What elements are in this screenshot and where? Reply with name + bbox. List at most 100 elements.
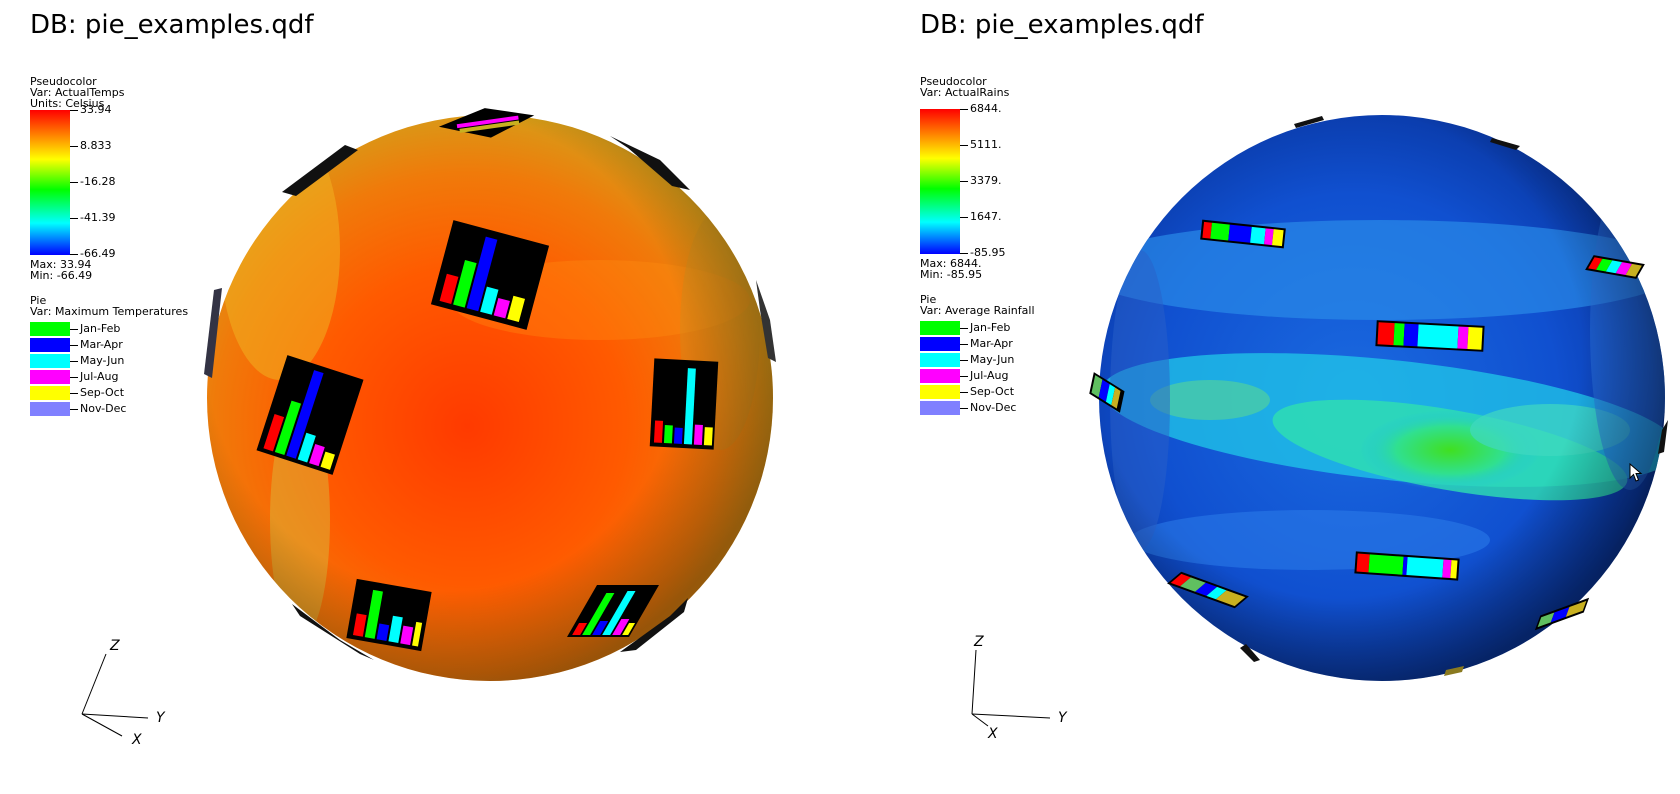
y-axis-label: Y bbox=[156, 710, 166, 726]
edge-glyph bbox=[1444, 666, 1464, 676]
pie-label: Nov-Dec bbox=[80, 402, 127, 415]
database-title: DB: pie_examples.qdf bbox=[920, 10, 1204, 40]
tick-label: -41.39 bbox=[80, 211, 116, 224]
tick-label: 5111. bbox=[970, 138, 1002, 151]
render-scene-left[interactable] bbox=[0, 0, 870, 794]
tick-label: 8.833 bbox=[80, 139, 112, 152]
tick-label: 3379. bbox=[970, 174, 1002, 187]
bar-glyph bbox=[438, 108, 535, 138]
color-bar-gradient bbox=[30, 110, 70, 255]
pie-label: Jul-Aug bbox=[80, 370, 119, 383]
edge-glyph bbox=[204, 288, 222, 378]
legend-left: Pseudocolor Var: ActualTemps Units: Cels… bbox=[30, 76, 188, 417]
edge-glyph bbox=[282, 145, 358, 196]
rainfall-globe[interactable] bbox=[1080, 115, 1680, 681]
edge-glyph bbox=[1240, 644, 1260, 662]
bar-glyph bbox=[566, 585, 660, 637]
pie-swatch bbox=[920, 385, 960, 399]
pie-label: Sep-Oct bbox=[80, 386, 125, 399]
pie-var: Var: Maximum Temperatures bbox=[30, 305, 189, 318]
pie-legend-item: Jan-Feb bbox=[920, 320, 1035, 336]
pie-label: Mar-Apr bbox=[970, 337, 1013, 350]
edge-glyph bbox=[1658, 420, 1668, 454]
pie-swatch bbox=[30, 402, 70, 416]
tick-label: -16.28 bbox=[80, 175, 116, 188]
pie-label: Jan-Feb bbox=[80, 322, 121, 335]
pie-label: May-Jun bbox=[80, 354, 125, 367]
x-axis-label: X bbox=[131, 732, 142, 748]
pie-legend-item: May-Jun bbox=[30, 353, 188, 369]
pie-legend-title: Pie bbox=[920, 293, 937, 306]
color-bar-gradient bbox=[920, 109, 960, 254]
bar-glyph bbox=[256, 355, 364, 475]
pie-swatch bbox=[30, 354, 70, 368]
pie-legend-title: Pie bbox=[30, 294, 47, 307]
max-value: Max: 6844. bbox=[920, 257, 982, 270]
stack-glyph bbox=[1585, 255, 1645, 279]
edge-glyph bbox=[610, 136, 690, 190]
tick-label: -66.49 bbox=[80, 247, 116, 260]
pie-legend-list: Jan-Feb Mar-Apr May-Jun Jul-Aug Sep-Oct … bbox=[920, 320, 1035, 416]
render-scene-right[interactable] bbox=[890, 0, 1680, 794]
color-bar: 6844. 5111. 3379. 1647. -85.95 bbox=[920, 99, 1035, 258]
pie-legend-item: Mar-Apr bbox=[920, 336, 1035, 352]
pie-label: Jul-Aug bbox=[970, 369, 1009, 382]
x-axis-label: X bbox=[987, 726, 998, 742]
stack-glyph bbox=[1167, 571, 1249, 609]
edge-glyph bbox=[1490, 138, 1520, 150]
pie-label: Mar-Apr bbox=[80, 338, 123, 351]
pie-legend-item: Sep-Oct bbox=[920, 384, 1035, 400]
pie-label: Nov-Dec bbox=[970, 401, 1017, 414]
pie-legend-item: Jul-Aug bbox=[30, 369, 188, 385]
pie-legend-list: Jan-Feb Mar-Apr May-Jun Jul-Aug Sep-Oct … bbox=[30, 321, 188, 417]
pie-swatch bbox=[920, 401, 960, 415]
bar-glyph bbox=[346, 578, 432, 652]
tick-label: 6844. bbox=[970, 102, 1002, 115]
pie-legend-item: Nov-Dec bbox=[920, 400, 1035, 416]
pie-label: Jan-Feb bbox=[970, 321, 1011, 334]
pie-legend-item: Jul-Aug bbox=[920, 368, 1035, 384]
pie-swatch bbox=[920, 337, 960, 351]
pie-swatch bbox=[30, 370, 70, 384]
stack-glyph bbox=[1375, 320, 1485, 352]
pie-swatch bbox=[920, 369, 960, 383]
y-axis-label: Y bbox=[1058, 710, 1068, 726]
stack-glyph bbox=[1534, 597, 1590, 631]
pie-swatch bbox=[920, 321, 960, 335]
visualization-window-right[interactable]: DB: pie_examples.qdf Pseudocolor Var: Ac… bbox=[890, 0, 1680, 794]
pseudocolor-units: Units: Celsius bbox=[30, 97, 105, 110]
pie-legend-item: May-Jun bbox=[920, 352, 1035, 368]
max-value: Max: 33.94 bbox=[30, 258, 92, 271]
pie-swatch bbox=[920, 353, 960, 367]
pie-swatch bbox=[30, 338, 70, 352]
edge-glyph bbox=[1294, 116, 1324, 128]
pseudocolor-legend-title: Pseudocolor bbox=[920, 75, 987, 88]
color-bar: 33.94 8.833 -16.28 -41.39 -66.49 bbox=[30, 104, 188, 259]
tick-label: 33.94 bbox=[80, 103, 112, 116]
bar-glyph bbox=[649, 358, 719, 450]
min-value: Min: -66.49 bbox=[30, 269, 93, 282]
pie-swatch bbox=[30, 386, 70, 400]
edge-glyph bbox=[756, 280, 776, 362]
visualization-window-left[interactable]: DB: pie_examples.qdf Pseudocolor Var: Ac… bbox=[0, 0, 870, 794]
database-title: DB: pie_examples.qdf bbox=[30, 10, 314, 40]
pie-legend-item: Jan-Feb bbox=[30, 321, 188, 337]
pie-legend-item: Sep-Oct bbox=[30, 385, 188, 401]
stack-glyph bbox=[1089, 372, 1125, 413]
tick-label: -85.95 bbox=[970, 246, 1006, 259]
pie-var: Var: Average Rainfall bbox=[920, 304, 1035, 317]
axis-triad-right: Z Y X bbox=[971, 634, 1068, 742]
pie-legend-item: Mar-Apr bbox=[30, 337, 188, 353]
stack-glyph bbox=[1200, 219, 1286, 249]
axis-triad-left: Z Y X bbox=[81, 638, 166, 748]
pie-legend-item: Nov-Dec bbox=[30, 401, 188, 417]
tick-label: 1647. bbox=[970, 210, 1002, 223]
pseudocolor-legend-title: Pseudocolor bbox=[30, 75, 97, 88]
mouse-pointer-icon bbox=[1629, 463, 1643, 482]
pseudocolor-var: Var: ActualRains bbox=[920, 86, 1010, 99]
z-axis-label: Z bbox=[973, 634, 984, 650]
legend-right: Pseudocolor Var: ActualRains 6844. 5111.… bbox=[920, 76, 1035, 416]
bar-glyph bbox=[430, 220, 550, 330]
pie-label: Sep-Oct bbox=[970, 385, 1015, 398]
pseudocolor-var: Var: ActualTemps bbox=[30, 86, 125, 99]
